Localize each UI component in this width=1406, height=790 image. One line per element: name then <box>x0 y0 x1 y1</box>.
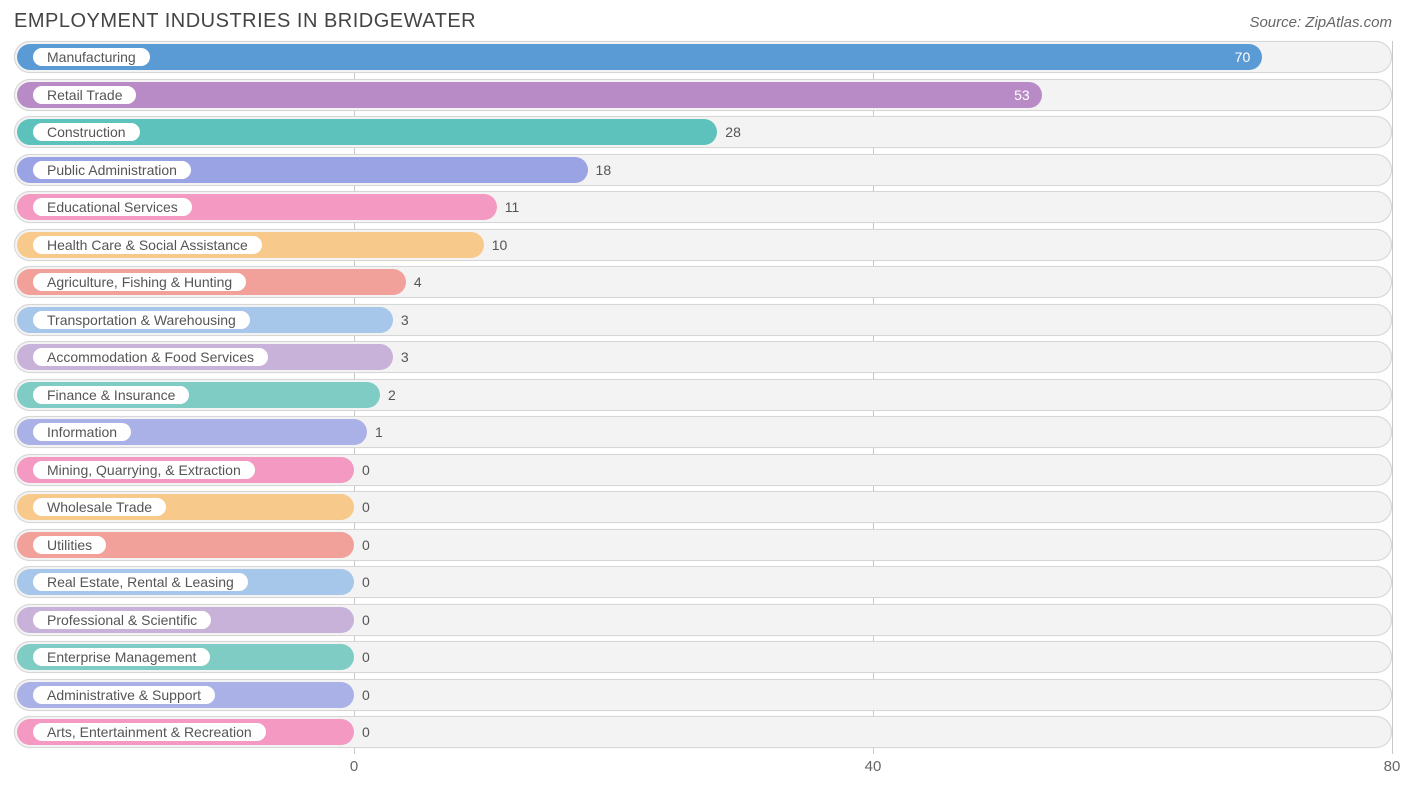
bar-label-pill: Enterprise Management <box>32 647 211 667</box>
bar-label-pill: Agriculture, Fishing & Hunting <box>32 272 247 292</box>
bar-label-pill: Finance & Insurance <box>32 385 190 405</box>
bar-row: Wholesale Trade 0 <box>14 491 1392 523</box>
bar-label-pill: Accommodation & Food Services <box>32 347 269 367</box>
bar-value: 53 <box>1014 79 1042 111</box>
bar-row: Information 1 <box>14 416 1392 448</box>
bar-row: Public Administration 18 <box>14 154 1392 186</box>
bar-label-pill: Arts, Entertainment & Recreation <box>32 722 267 742</box>
x-axis-tick: 40 <box>865 758 882 775</box>
bar-row: Mining, Quarrying, & Extraction 0 <box>14 454 1392 486</box>
bar-label-pill: Real Estate, Rental & Leasing <box>32 572 249 592</box>
bar-value: 28 <box>717 116 741 148</box>
bar-label-pill: Retail Trade <box>32 85 137 105</box>
bar-row: Educational Services 11 <box>14 191 1392 223</box>
bar-value: 2 <box>380 379 396 411</box>
bar-row: Accommodation & Food Services 3 <box>14 341 1392 373</box>
bar-label-pill: Construction <box>32 122 141 142</box>
chart-source: Source: ZipAtlas.com <box>1249 14 1392 31</box>
bar-row: Transportation & Warehousing 3 <box>14 304 1392 336</box>
bar-value: 0 <box>354 491 370 523</box>
bar-label-pill: Information <box>32 422 132 442</box>
bar-value: 0 <box>354 679 370 711</box>
bar-label-pill: Administrative & Support <box>32 685 216 705</box>
bar-row: Agriculture, Fishing & Hunting 4 <box>14 266 1392 298</box>
x-axis-tick: 80 <box>1384 758 1401 775</box>
bar-row: Manufacturing 70 <box>14 41 1392 73</box>
chart-title: EMPLOYMENT INDUSTRIES IN BRIDGEWATER <box>14 10 476 33</box>
bar-value: 0 <box>354 529 370 561</box>
bar-row: Health Care & Social Assistance 10 <box>14 229 1392 261</box>
bar-value: 0 <box>354 454 370 486</box>
bar-value: 70 <box>1235 41 1263 73</box>
bar-value: 1 <box>367 416 383 448</box>
chart-area: Manufacturing 70 Retail Trade 53 Constructio… <box>14 41 1392 780</box>
bar-row: Construction 28 <box>14 116 1392 148</box>
bar-row: Professional & Scientific 0 <box>14 604 1392 636</box>
chart-header: EMPLOYMENT INDUSTRIES IN BRIDGEWATER Sou… <box>14 10 1392 33</box>
bar-row: Retail Trade 53 <box>14 79 1392 111</box>
bar-label-pill: Manufacturing <box>32 47 151 67</box>
bar-label-pill: Public Administration <box>32 160 192 180</box>
bar-value: 11 <box>497 191 520 223</box>
bar-label-pill: Wholesale Trade <box>32 497 167 517</box>
bar-value: 3 <box>393 304 409 336</box>
bar-row: Administrative & Support 0 <box>14 679 1392 711</box>
bar-label-pill: Educational Services <box>32 197 193 217</box>
bar-value: 10 <box>484 229 508 261</box>
bar-row: Arts, Entertainment & Recreation 0 <box>14 716 1392 748</box>
bar <box>17 44 1262 70</box>
bar-label-pill: Professional & Scientific <box>32 610 212 630</box>
bar-row: Enterprise Management 0 <box>14 641 1392 673</box>
chart-rows: Manufacturing 70 Retail Trade 53 Constructio… <box>14 41 1392 748</box>
bar-label-pill: Health Care & Social Assistance <box>32 235 263 255</box>
grid-line <box>1392 41 1393 754</box>
bar <box>17 82 1042 108</box>
bar-label-pill: Utilities <box>32 535 107 555</box>
bar-value: 0 <box>354 641 370 673</box>
bar-value: 3 <box>393 341 409 373</box>
bar-label-pill: Mining, Quarrying, & Extraction <box>32 460 256 480</box>
bar-row: Finance & Insurance 2 <box>14 379 1392 411</box>
x-axis-tick: 0 <box>350 758 358 775</box>
bar-value: 0 <box>354 716 370 748</box>
bar-label-pill: Transportation & Warehousing <box>32 310 251 330</box>
bar-row: Utilities 0 <box>14 529 1392 561</box>
bar-value: 18 <box>588 154 612 186</box>
bar-value: 0 <box>354 566 370 598</box>
bar-value: 4 <box>406 266 422 298</box>
bar-value: 0 <box>354 604 370 636</box>
bar-row: Real Estate, Rental & Leasing 0 <box>14 566 1392 598</box>
